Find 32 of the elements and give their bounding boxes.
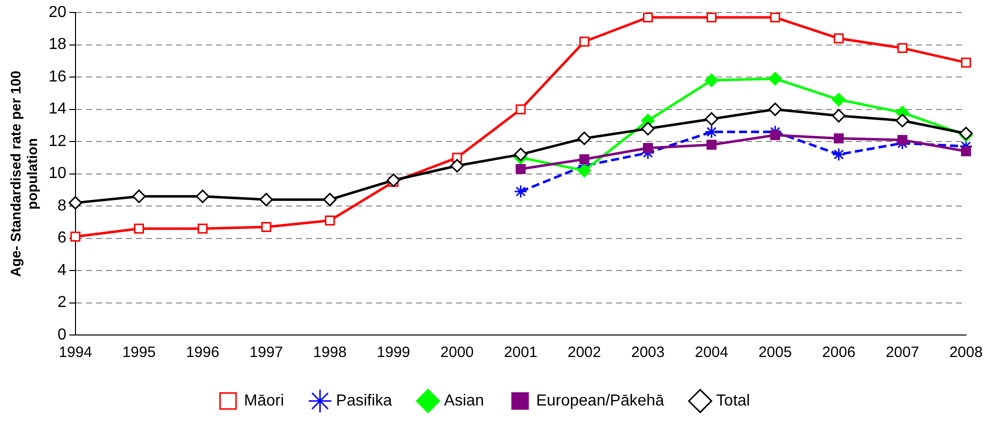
x-tick-label: 2002 xyxy=(568,344,601,362)
x-tick-label: 2001 xyxy=(504,344,538,362)
y-tick-label: 14 xyxy=(48,100,66,118)
x-tick-label: 2004 xyxy=(694,344,728,362)
x-tick-label: 2000 xyxy=(440,344,474,362)
y-tick-label: 18 xyxy=(48,36,66,54)
legend-label: Total xyxy=(716,392,750,410)
y-axis-title: Age- Standardised rate per 100 population xyxy=(7,70,40,277)
x-tick-label: 2005 xyxy=(758,344,792,362)
y-tick-label: 2 xyxy=(57,294,66,312)
y-tick-label: 4 xyxy=(57,262,66,279)
x-tick-label: 1998 xyxy=(313,344,347,362)
x-tick-label: 2003 xyxy=(631,344,665,362)
x-tick-label: 2006 xyxy=(822,344,856,362)
legend-label: European/Pākehā xyxy=(536,392,664,410)
x-tick-label: 1994 xyxy=(58,344,92,362)
x-tick-label: 1997 xyxy=(250,344,283,362)
x-tick-label: 1999 xyxy=(376,344,410,362)
y-tick-label: 12 xyxy=(48,132,66,150)
legend-label: Asian xyxy=(444,392,484,410)
y-tick-label: 20 xyxy=(48,4,66,22)
x-tick-label: 1996 xyxy=(186,344,220,362)
y-tick-label: 6 xyxy=(57,230,66,247)
y-tick-label: 0 xyxy=(57,326,66,344)
x-tick-label: 2008 xyxy=(949,344,983,362)
x-tick-label: 1995 xyxy=(122,344,156,362)
y-tick-label: 16 xyxy=(48,68,66,86)
legend-label: Māori xyxy=(244,392,284,410)
y-tick-label: 10 xyxy=(48,165,66,182)
legend-label: Pasifika xyxy=(336,392,392,410)
y-tick-label: 8 xyxy=(57,197,66,214)
x-tick-label: 2007 xyxy=(886,344,920,362)
